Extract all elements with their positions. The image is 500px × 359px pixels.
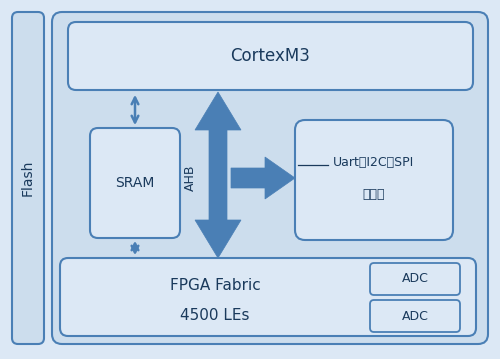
FancyBboxPatch shape: [90, 128, 180, 238]
FancyBboxPatch shape: [370, 300, 460, 332]
FancyBboxPatch shape: [370, 263, 460, 295]
Text: Uart、I2C、SPI: Uart、I2C、SPI: [334, 155, 414, 168]
Text: CortexM3: CortexM3: [230, 47, 310, 65]
FancyBboxPatch shape: [60, 258, 476, 336]
Text: AHB: AHB: [184, 165, 196, 191]
Text: ADC: ADC: [402, 309, 428, 322]
Text: SRAM: SRAM: [116, 176, 154, 190]
Text: Flash: Flash: [21, 160, 35, 196]
Polygon shape: [195, 92, 241, 258]
FancyBboxPatch shape: [295, 120, 453, 240]
Polygon shape: [231, 157, 295, 199]
FancyBboxPatch shape: [12, 12, 44, 344]
Text: ADC: ADC: [402, 272, 428, 285]
FancyBboxPatch shape: [68, 22, 473, 90]
Text: FPGA Fabric: FPGA Fabric: [170, 278, 260, 293]
Text: 等外设: 等外设: [363, 188, 385, 201]
FancyBboxPatch shape: [52, 12, 488, 344]
Text: 4500 LEs: 4500 LEs: [180, 308, 250, 322]
